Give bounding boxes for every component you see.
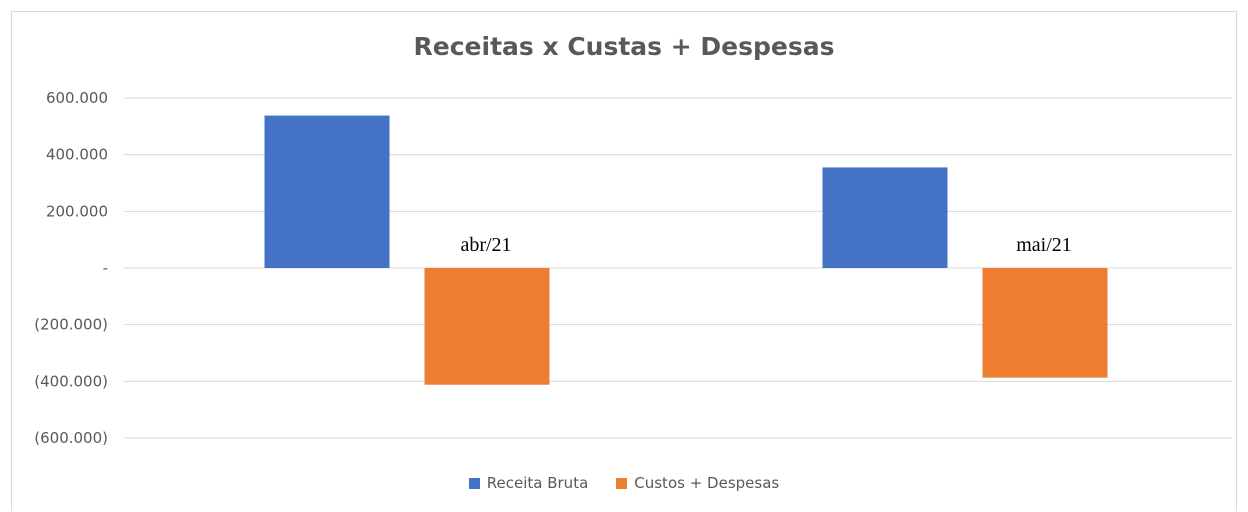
y-tick-label: 600.000 <box>46 89 108 107</box>
y-tick-label: (200.000) <box>34 316 108 334</box>
y-tick-label: (600.000) <box>34 429 108 447</box>
y-tick-label: - <box>103 259 108 277</box>
y-tick-label: 200.000 <box>46 202 108 220</box>
bar <box>822 167 948 268</box>
y-tick-label: 400.000 <box>46 146 108 164</box>
legend-label-custos-despesas: Custos + Despesas <box>634 474 780 492</box>
bar <box>264 115 390 268</box>
y-tick-label: (400.000) <box>34 372 108 390</box>
chart-title: Receitas x Custas + Despesas <box>413 32 835 61</box>
x-category-label: abr/21 <box>460 234 511 256</box>
bar <box>424 268 550 385</box>
legend-swatch-custos-despesas <box>616 477 628 489</box>
bar <box>982 268 1108 378</box>
chart-legend: Receita Bruta Custos + Despesas <box>0 474 1248 492</box>
legend-swatch-receita-bruta <box>468 477 480 489</box>
legend-label-receita-bruta: Receita Bruta <box>486 474 589 492</box>
chart-frame <box>11 11 1237 511</box>
legend-item-receita-bruta: Receita Bruta <box>468 474 589 492</box>
x-category-label: mai/21 <box>1016 234 1072 256</box>
legend-item-custos-despesas: Custos + Despesas <box>616 474 779 492</box>
